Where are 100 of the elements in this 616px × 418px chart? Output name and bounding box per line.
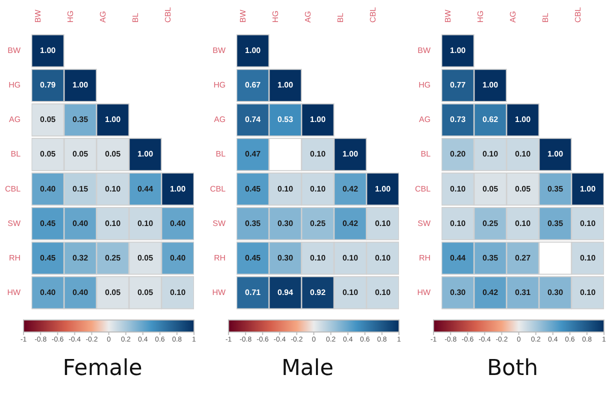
data-label: 0.27 (514, 253, 532, 262)
x-tick-label: BL (130, 12, 140, 23)
y-tick-label: HW (417, 288, 432, 297)
data-label: 0.10 (374, 253, 392, 262)
data-label: 0.73 (450, 115, 466, 124)
x-tick-label: CBL (163, 6, 172, 23)
y-tick-label: RH (9, 253, 21, 262)
data-label: 0.62 (482, 115, 499, 124)
data-label: 0.67 (245, 80, 262, 90)
data-label: 0.35 (245, 218, 262, 228)
data-label: 0.44 (450, 253, 466, 262)
data-label: 1.00 (245, 46, 262, 56)
data-label: 0.35 (482, 253, 499, 262)
data-label: 0.45 (40, 218, 56, 228)
data-label: 0.10 (310, 253, 326, 262)
y-tick-label: HW (212, 288, 226, 297)
data-label: 0.77 (450, 80, 466, 90)
y-tick-label: BW (418, 46, 432, 56)
data-label: 0.10 (580, 288, 596, 297)
y-tick-label: RH (214, 253, 226, 262)
data-label: 0.74 (245, 115, 262, 124)
data-label: 0.53 (278, 115, 294, 124)
x-tick-label: BL (336, 12, 345, 23)
data-label: 0.31 (514, 288, 532, 297)
y-tick-label: CBL (415, 184, 432, 194)
data-label: 0.25 (104, 253, 122, 262)
data-label: 1.00 (310, 115, 326, 124)
data-label: 0.10 (374, 218, 392, 228)
data-label: 0.10 (450, 218, 466, 228)
x-tick-label: CBL (573, 6, 582, 23)
y-tick-label: AG (214, 115, 226, 124)
y-tick-label: BW (212, 46, 226, 56)
data-label: 0.05 (40, 115, 56, 124)
data-label: 0.10 (310, 150, 326, 159)
x-tick-label: HG (270, 10, 280, 23)
data-label: 1.00 (547, 150, 564, 159)
data-label: 0.42 (482, 288, 499, 297)
data-label: 0.10 (137, 218, 154, 228)
data-label: 0.10 (580, 253, 596, 262)
text: Male (280, 356, 335, 381)
x-tick-label: BW (33, 9, 42, 23)
data-label: 1.00 (374, 184, 392, 194)
x-tick-label: AG (508, 11, 518, 23)
data-label: 1.00 (342, 150, 359, 159)
data-label: 0.30 (547, 288, 564, 297)
data-label: 0.40 (40, 288, 56, 297)
data-label: 0.05 (40, 150, 56, 159)
data-label: 0.47 (245, 150, 262, 159)
data-label: 0.94 (278, 288, 294, 297)
data-label: 0.30 (278, 253, 294, 262)
data-label: 0.71 (245, 288, 262, 297)
data-label: 0.30 (278, 218, 294, 228)
data-label: 0.10 (104, 218, 122, 228)
data-label: 0.42 (342, 218, 359, 228)
data-label: 0.44 (137, 184, 154, 194)
data-label: 0.40 (170, 253, 186, 262)
data-label: 0.10 (514, 218, 532, 228)
x-tick-label: AG (303, 11, 312, 23)
y-tick-label: HG (418, 80, 431, 90)
data-label: 0.10 (170, 288, 186, 297)
data-label: 0.05 (482, 184, 499, 194)
data-label: 0.40 (72, 218, 89, 228)
data-label: 1.00 (278, 80, 294, 90)
data-label: 1.00 (170, 184, 186, 194)
x-tick-label: AG (98, 11, 108, 23)
y-tick-label: BL (216, 150, 226, 159)
data-label: 0.10 (514, 150, 532, 159)
data-label: 1.00 (514, 115, 532, 124)
x-tick-label: BW (238, 9, 248, 23)
data-label: 0.30 (450, 288, 466, 297)
y-tick-label: BL (420, 150, 432, 159)
data-label: 1.00 (72, 80, 89, 90)
data-label: 0.05 (72, 150, 89, 159)
y-tick-label: RH (419, 253, 431, 262)
data-label: 0.05 (104, 288, 122, 297)
y-tick-label: AG (419, 115, 431, 124)
y-tick-label: HG (214, 80, 226, 90)
data-label: 0.42 (342, 184, 359, 194)
data-label: 0.32 (72, 253, 89, 262)
data-label: 0.35 (547, 218, 564, 228)
text: Both (486, 356, 540, 381)
text: Female (62, 356, 144, 381)
data-label: 1.00 (104, 115, 122, 124)
x-tick-label: HG (66, 10, 75, 23)
data-label: 0.79 (40, 80, 56, 90)
y-tick-label: CBL (210, 184, 226, 194)
data-label: 0.20 (450, 150, 466, 159)
data-label: 0.25 (482, 218, 499, 228)
data-label: 0.45 (40, 253, 56, 262)
data-label: 0.35 (547, 184, 564, 194)
data-label: 0.10 (374, 288, 392, 297)
data-label: 0.25 (310, 218, 326, 228)
data-label: 1.00 (40, 46, 56, 56)
data-label: 1.00 (580, 184, 596, 194)
data-label: 0.10 (342, 288, 359, 297)
data-label: 0.05 (514, 184, 532, 194)
data-label: 1.00 (137, 150, 154, 159)
y-tick-label: SW (212, 218, 226, 228)
data-label: 1.00 (450, 46, 466, 56)
data-label: 0.45 (245, 253, 262, 262)
